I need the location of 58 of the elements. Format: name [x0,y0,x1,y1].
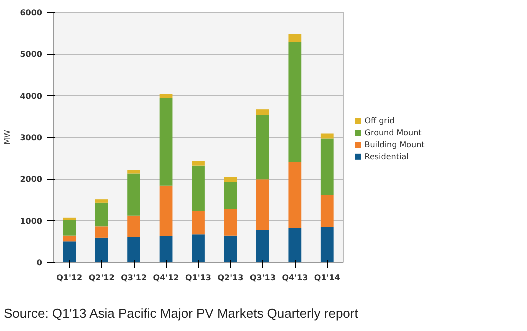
bar [63,236,76,242]
bar [128,170,140,174]
legend-label: Residential [364,152,409,162]
bar [320,195,334,228]
bar [63,242,76,262]
bar [63,218,76,220]
bar [256,115,270,180]
y-tick-label: 0 [36,258,43,268]
bar [320,228,334,262]
bar [128,216,140,238]
bar [160,94,173,98]
legend-label: Building Mount [364,140,425,150]
x-tick-label: Q4'13 [282,274,308,282]
x-tick-label: Q2'12 [88,274,115,282]
bar [320,138,334,195]
bar [95,202,108,227]
bar [288,34,302,42]
bar [95,238,108,262]
bar [192,161,205,166]
bar [160,236,173,262]
bar [320,134,334,139]
bar [192,166,205,212]
bar [288,228,302,262]
bar [192,211,205,235]
bar [224,177,238,182]
bar [256,180,270,230]
y-tick-label: 4000 [20,92,43,101]
bar [95,226,108,238]
y-tick-label: 5000 [20,50,43,60]
x-tick-label: Q3'12 [121,274,148,282]
bar [128,238,140,262]
bar [63,220,76,236]
x-tick-label: Q1'13 [186,274,212,282]
x-tick-label: Q3'13 [250,274,276,282]
bar [256,230,270,262]
legend-label: Off grid [364,116,395,126]
bar [224,182,238,210]
y-tick-label: 3000 [20,134,43,142]
x-tick-label: Q1'14 [314,274,341,282]
bar [224,236,238,262]
x-tick-label: Q2'13 [218,274,244,282]
bar [160,98,173,186]
x-tick-label: Q4'12 [153,274,180,282]
y-tick-label: 6000 [20,8,43,18]
bar [288,162,302,228]
y-tick-label: 1000 [20,216,43,226]
x-tick-label: Q1'12 [56,274,83,282]
legend-label: Ground Mount [364,128,422,138]
bar [256,110,270,116]
bar [224,209,238,236]
bar [128,174,140,216]
y-axis-title: MW [3,130,12,145]
bar [192,234,205,262]
bar [288,42,302,162]
bar [160,186,173,236]
y-tick-label: 2000 [20,175,43,184]
bar [95,200,108,203]
source-note: Source: Q1'13 Asia Pacific Major PV Markets Quarterly report [4,305,358,323]
